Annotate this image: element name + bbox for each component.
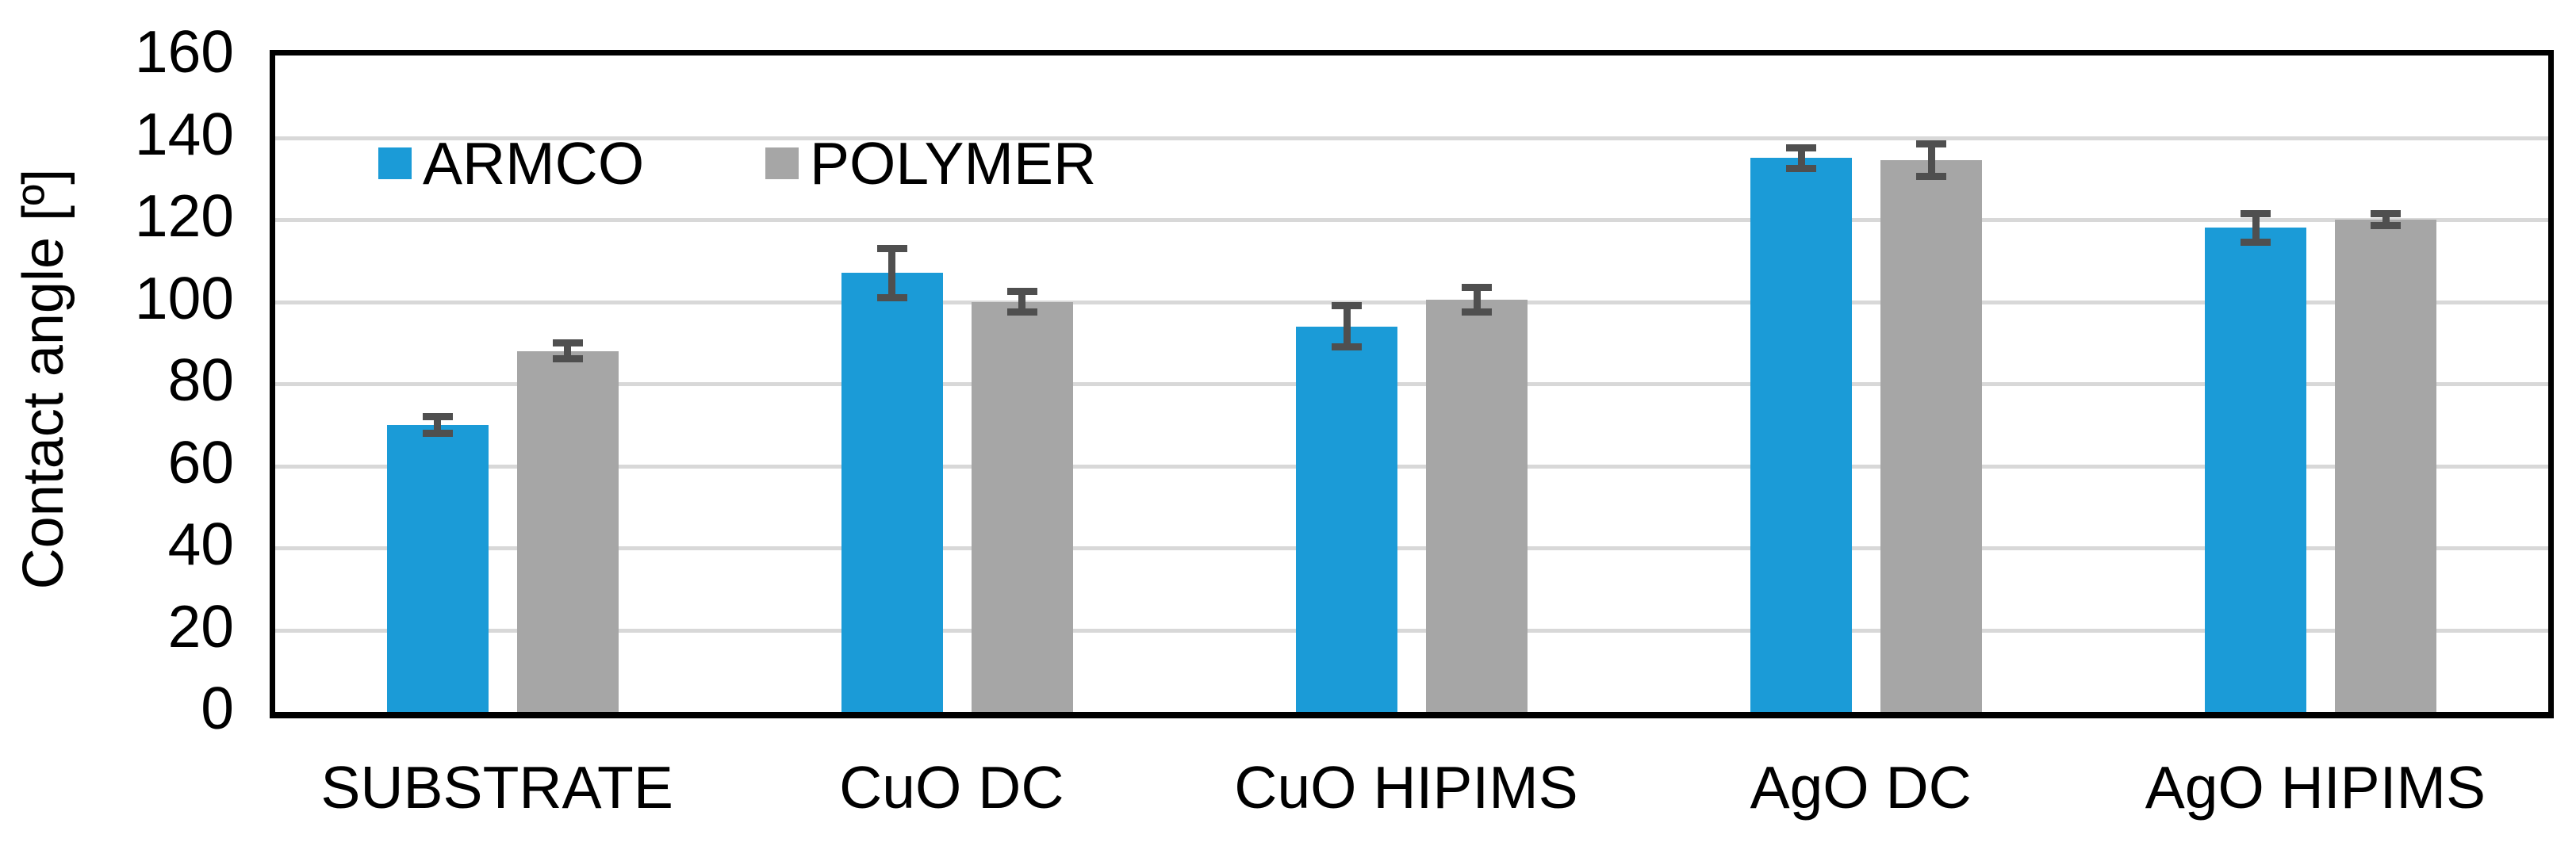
error-bar-armco-cuo-hipims-cap-top	[1332, 302, 1362, 310]
gridline-40	[275, 546, 2548, 550]
error-bar-polymer-cuo-dc-line	[1018, 291, 1026, 312]
error-bar-polymer-cuo-hipims-cap-top	[1462, 283, 1492, 291]
error-bar-armco-cuo-dc-cap-bottom	[876, 293, 907, 301]
error-bar-polymer-cuo-hipims-line	[1473, 287, 1481, 312]
error-bar-armco-ago-hipims-cap-bottom	[2241, 238, 2271, 246]
gridline-60	[275, 464, 2548, 469]
legend-swatch-armco-icon	[378, 147, 412, 179]
gridline-140	[275, 136, 2548, 140]
error-bar-polymer-cuo-dc-cap-bottom	[1006, 308, 1037, 316]
legend-label-polymer: POLYMER	[810, 130, 1097, 197]
bar-polymer-cuo-hipims	[1426, 299, 1528, 712]
error-bar-polymer-ago-dc-line	[1927, 144, 1935, 177]
x-label-cuo-hipims: CuO HIPIMS	[1234, 754, 1578, 821]
legend-item-armco: ARMCO	[378, 130, 645, 197]
error-bar-armco-substrate-line	[434, 416, 442, 434]
bar-polymer-ago-dc	[1880, 159, 1983, 712]
gridline-20	[275, 628, 2548, 633]
y-tick-label-160: 160	[134, 18, 234, 85]
gridline-120	[275, 218, 2548, 222]
error-bar-polymer-substrate-cap-bottom	[552, 355, 583, 363]
error-bar-polymer-ago-hipims-cap-top	[2371, 209, 2402, 217]
y-tick-label-60: 60	[167, 428, 234, 496]
error-bar-armco-substrate-cap-top	[422, 412, 453, 420]
y-tick-label-20: 20	[167, 592, 234, 660]
gridline-80	[275, 382, 2548, 386]
error-bar-armco-cuo-dc-cap-top	[876, 244, 907, 252]
error-bar-armco-ago-dc-cap-bottom	[1786, 164, 1817, 172]
gridline-100	[275, 300, 2548, 304]
y-tick-label-40: 40	[167, 511, 234, 577]
y-tick-label-120: 120	[134, 182, 234, 249]
error-bar-polymer-ago-dc-cap-top	[1916, 140, 1947, 147]
error-bar-polymer-substrate-line	[564, 343, 572, 359]
bar-polymer-ago-hipims	[2335, 220, 2437, 712]
y-tick-label-100: 100	[134, 264, 234, 331]
error-bar-armco-ago-dc-line	[1797, 147, 1805, 169]
bar-armco-ago-hipims	[2205, 228, 2307, 712]
bar-armco-substrate	[386, 424, 489, 712]
y-tick-label-0: 0	[201, 675, 234, 741]
error-bar-armco-cuo-hipims-line	[1343, 305, 1351, 347]
error-bar-armco-substrate-cap-bottom	[422, 429, 453, 437]
error-bar-polymer-ago-hipims-cap-bottom	[2371, 222, 2402, 230]
error-bar-armco-ago-dc-cap-top	[1786, 144, 1817, 151]
bar-armco-cuo-hipims	[1296, 326, 1397, 712]
x-label-cuo-dc: CuO DC	[839, 754, 1064, 821]
error-bar-armco-cuo-dc-line	[888, 248, 896, 298]
y-tick-label-140: 140	[134, 100, 234, 167]
plot-area: ARMCO POLYMER	[270, 50, 2554, 718]
error-bar-polymer-cuo-dc-cap-top	[1006, 288, 1037, 296]
error-bar-polymer-cuo-hipims-cap-bottom	[1462, 308, 1492, 316]
error-bar-armco-cuo-hipims-cap-bottom	[1332, 343, 1362, 350]
legend-swatch-polymer-icon	[765, 147, 799, 179]
error-bar-armco-ago-hipims-line	[2252, 213, 2260, 243]
bar-armco-ago-dc	[1750, 158, 1853, 712]
error-bar-polymer-substrate-cap-top	[552, 339, 583, 346]
x-label-ago-dc: AgO DC	[1750, 754, 1972, 821]
bar-armco-cuo-dc	[841, 273, 943, 712]
bar-polymer-cuo-dc	[971, 301, 1073, 712]
bar-polymer-substrate	[516, 350, 619, 712]
legend-item-polymer: POLYMER	[765, 130, 1097, 197]
y-tick-label-80: 80	[167, 346, 234, 413]
error-bar-polymer-ago-dc-cap-bottom	[1916, 173, 1947, 181]
error-bar-polymer-ago-hipims-line	[2382, 213, 2390, 226]
x-label-substrate: SUBSTRATE	[320, 754, 673, 821]
x-label-ago-hipims: AgO HIPIMS	[2145, 754, 2486, 821]
legend-label-armco: ARMCO	[423, 130, 645, 197]
error-bar-armco-ago-hipims-cap-top	[2241, 209, 2271, 217]
